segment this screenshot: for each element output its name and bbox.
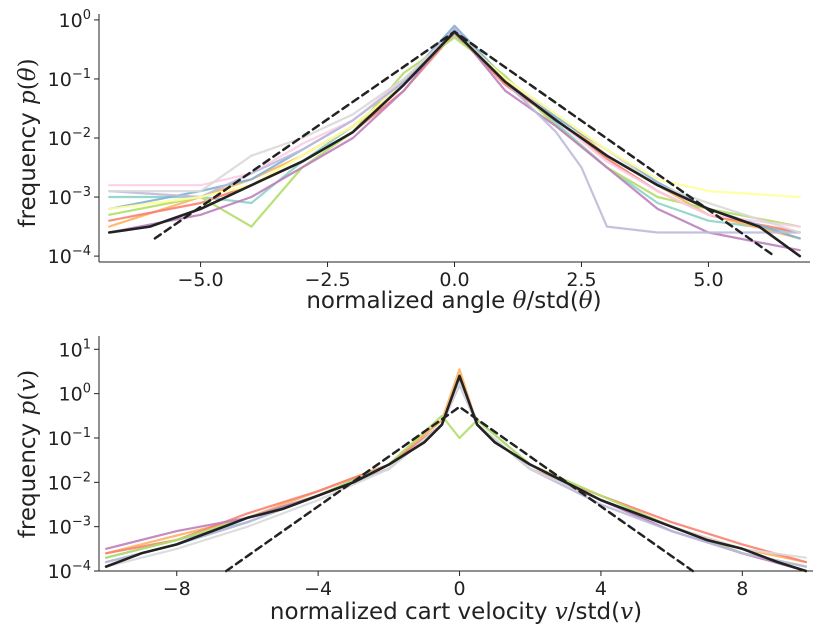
velocity-histogram-chart: −8 −4 0 4 8 10−4 10−3 10−2 10−1 100 101 normalize… — [15, 336, 813, 625]
mean-line — [104, 374, 808, 573]
x-tick-label: 5.0 — [693, 269, 723, 291]
series-line-2 — [108, 30, 801, 240]
series-line-5 — [108, 36, 801, 228]
y-tick-label: 100 — [59, 8, 91, 32]
fit-line — [224, 405, 695, 573]
x-tick-label: −8 — [163, 578, 191, 600]
series-line-4 — [108, 24, 801, 240]
x-tick-label: 0.0 — [439, 269, 469, 291]
series-line-7 — [104, 383, 808, 568]
x-axis-label: normalized cart velocity v/std(v) — [270, 599, 642, 625]
series-line-5 — [104, 414, 808, 568]
series-line-1 — [108, 33, 801, 234]
y-tick-label: 10−4 — [48, 559, 91, 583]
fit-line — [153, 30, 776, 258]
y-tick-label: 10−1 — [48, 67, 91, 91]
x-tick-label: −2.5 — [304, 269, 350, 291]
x-tick-label: −4 — [304, 578, 332, 600]
y-tick-label: 101 — [59, 337, 91, 361]
x-tick-label: 8 — [736, 578, 748, 600]
x-tick-label: −5.0 — [178, 269, 224, 291]
x-tick-label: 0 — [453, 578, 465, 600]
x-tick-label: 2.5 — [566, 269, 596, 291]
x-tick-label: 4 — [595, 578, 607, 600]
y-axis-label: frequency p(θ) — [15, 58, 41, 227]
y-axis-label: frequency p(v) — [15, 370, 41, 538]
y-tick-label: 10−2 — [48, 470, 91, 494]
y-tick-label: 10−4 — [48, 244, 91, 268]
x-axis-label: normalized angle θ/std(θ) — [306, 288, 601, 314]
y-tick-label: 10−3 — [48, 185, 91, 209]
mean-line — [107, 30, 802, 258]
y-tick-label: 10−1 — [48, 426, 91, 450]
y-tick-label: 10−3 — [48, 515, 91, 539]
angle-histogram-chart: −5.0 −2.5 0.0 2.5 5.0 10−4 10−3 10−2 10−1 100 no… — [15, 8, 810, 314]
y-tick-label: 100 — [59, 382, 91, 406]
y-tick-label: 10−2 — [48, 126, 91, 150]
